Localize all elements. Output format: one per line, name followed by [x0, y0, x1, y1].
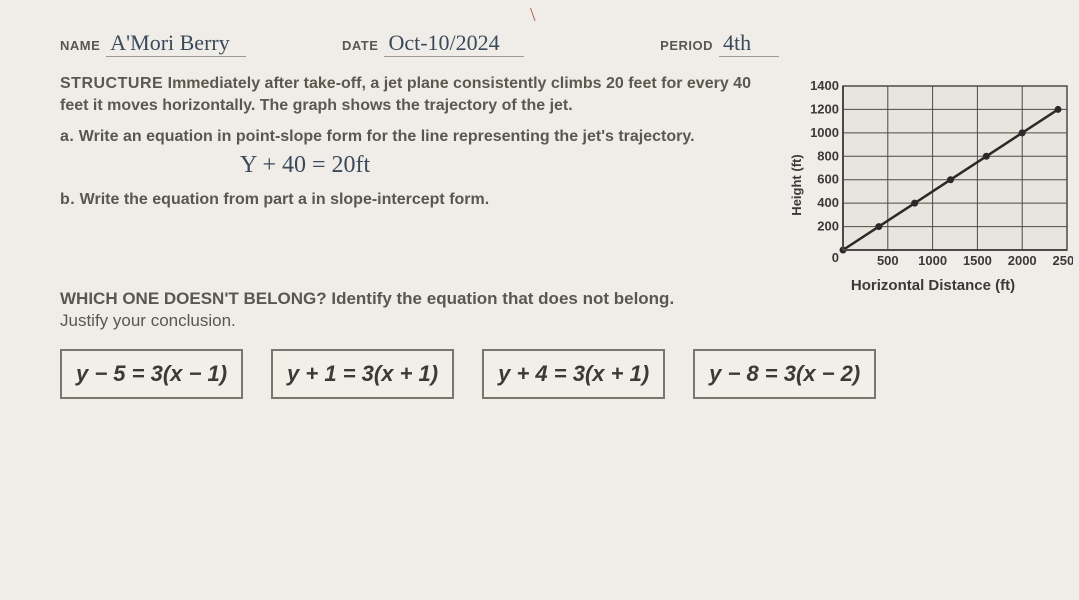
period-label: PERIOD: [660, 38, 713, 53]
name-field: NAME A'Mori Berry: [60, 30, 246, 57]
wodb-lead: WHICH ONE DOESN'T BELONG?: [60, 289, 327, 308]
part-b-text: Write the equation from part a in slope-…: [80, 191, 490, 208]
period-value: 4th: [719, 30, 779, 57]
svg-text:1200: 1200: [810, 101, 839, 116]
header-row: NAME A'Mori Berry DATE Oct-10/2024 PERIO…: [60, 30, 779, 57]
chart-y-label: Height (ft): [789, 154, 804, 215]
problem-text: STRUCTURE Immediately after take-off, a …: [60, 73, 760, 116]
equation-box-2: y + 4 = 3(x + 1): [482, 349, 665, 399]
wodb-prompt: Identify the equation that does not belo…: [331, 289, 674, 308]
name-label: NAME: [60, 38, 100, 53]
svg-text:600: 600: [817, 172, 839, 187]
date-label: DATE: [342, 38, 378, 53]
svg-text:2500: 2500: [1053, 253, 1073, 268]
equation-box-1: y + 1 = 3(x + 1): [271, 349, 454, 399]
svg-text:1500: 1500: [963, 253, 992, 268]
svg-text:2000: 2000: [1008, 253, 1037, 268]
part-b-label: b.: [60, 191, 75, 208]
equation-box-0: y − 5 = 3(x − 1): [60, 349, 243, 399]
wodb-section: WHICH ONE DOESN'T BELONG? Identify the e…: [60, 289, 1039, 399]
part-a-label: a.: [60, 128, 74, 145]
date-field: DATE Oct-10/2024: [342, 30, 524, 57]
svg-text:400: 400: [817, 195, 839, 210]
chart-x-label: Horizontal Distance (ft): [793, 277, 1073, 294]
equation-box-3: y − 8 = 3(x − 2): [693, 349, 876, 399]
equation-row: y − 5 = 3(x − 1) y + 1 = 3(x + 1) y + 4 = …: [60, 349, 1039, 399]
part-b: b. Write the equation from part a in slo…: [60, 191, 760, 209]
date-value: Oct-10/2024: [384, 30, 524, 57]
stray-mark: \: [530, 4, 536, 27]
problem-body: Immediately after take-off, a jet plane …: [60, 75, 751, 114]
chart-svg: 500 1000 1500 2000 2500 200 400 600 800 1000 1200 1…: [793, 80, 1073, 270]
trajectory-chart: 500 1000 1500 2000 2500 200 400 600 800 1000 1200 1…: [793, 80, 1073, 290]
wodb-justify: Justify your conclusion.: [60, 311, 1039, 331]
svg-text:800: 800: [817, 148, 839, 163]
svg-text:200: 200: [817, 219, 839, 234]
svg-text:1000: 1000: [810, 125, 839, 140]
name-value: A'Mori Berry: [106, 30, 246, 57]
svg-text:0: 0: [832, 250, 839, 265]
problem-lead: STRUCTURE: [60, 75, 163, 92]
period-field: PERIOD 4th: [660, 30, 779, 57]
svg-text:1400: 1400: [810, 80, 839, 93]
svg-text:1000: 1000: [918, 253, 947, 268]
svg-text:500: 500: [877, 253, 899, 268]
part-a-text: Write an equation in point-slope form fo…: [79, 128, 695, 145]
part-a: a. Write an equation in point-slope form…: [60, 128, 760, 146]
